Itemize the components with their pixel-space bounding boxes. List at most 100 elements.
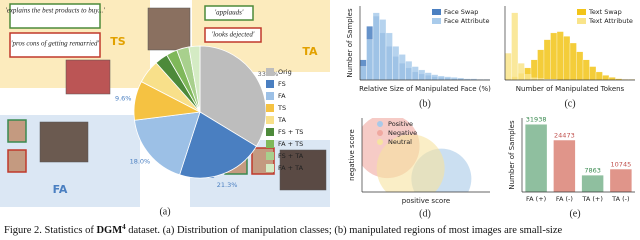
- caption: Figure 2. Statistics of DGM4 dataset. (a…: [4, 223, 562, 237]
- bar: [581, 175, 604, 192]
- caption-rest: dataset. (a) Distribution of manipulatio…: [126, 225, 563, 236]
- bar: [553, 140, 576, 192]
- photo: [39, 121, 89, 163]
- histogram-bar: [359, 66, 367, 81]
- histogram-bar: [563, 36, 571, 81]
- panel-label: (b): [419, 98, 431, 109]
- legend-swatch: [577, 18, 586, 24]
- legend-label: Text Swap: [588, 8, 622, 16]
- y-axis-label: Number of Samples: [346, 8, 354, 78]
- pie-slice: [179, 111, 257, 179]
- legend-label: Orig: [278, 68, 292, 76]
- value-label: 31938: [526, 115, 547, 123]
- region-label: TA: [302, 45, 318, 58]
- histogram-bar: [517, 63, 525, 81]
- panel-label: (c): [564, 98, 575, 109]
- slice-label: 21.3%: [217, 181, 238, 189]
- x-tick-label: TA (+): [581, 195, 603, 203]
- legend-swatch: [432, 9, 441, 15]
- quote-box: [9, 32, 101, 58]
- legend-label: TS: [277, 104, 286, 112]
- x-axis-label: Number of Manipulated Tokens: [516, 85, 625, 93]
- legend-label: Neutral: [388, 138, 412, 146]
- histogram-bar: [437, 75, 445, 81]
- quote: 'pros cons of getting remarried': [11, 40, 100, 48]
- histogram-bar: [524, 74, 532, 81]
- quote: 'explains the best products to buy...': [5, 7, 105, 15]
- value-label: 24473: [554, 131, 575, 139]
- photo: [279, 149, 327, 191]
- dataset-sup: 4: [122, 223, 126, 231]
- y-axis-label: negative score: [348, 129, 356, 181]
- legend-swatch: [266, 128, 274, 136]
- histogram-bar: [444, 76, 452, 81]
- legend-swatch: [377, 139, 383, 145]
- panel-label: (a): [159, 206, 170, 217]
- legend-label: TA: [277, 116, 286, 124]
- pie-slice: [199, 45, 267, 147]
- region-label: FA: [53, 183, 68, 196]
- photo: [65, 59, 111, 95]
- x-axis-label: positive score: [402, 197, 451, 205]
- histogram-bar: [576, 51, 584, 81]
- histogram-bar: [385, 32, 393, 81]
- histogram-bar: [537, 49, 545, 81]
- legend-label: Text Attribute: [588, 17, 633, 25]
- bar: [525, 124, 547, 192]
- legend-label: Negative: [388, 129, 417, 137]
- legend-label: FA + TS: [278, 140, 303, 148]
- pie-slice: [134, 111, 201, 176]
- legend-label: FS + TS: [278, 128, 303, 136]
- caption-prefix: Figure 2. Statistics of: [4, 225, 96, 236]
- legend-swatch: [266, 92, 274, 100]
- legend-swatch: [377, 121, 383, 127]
- legend-swatch: [377, 130, 383, 136]
- legend-swatch: [266, 104, 274, 112]
- legend-label: FS + TA: [278, 152, 304, 160]
- histogram-bar: [543, 39, 551, 81]
- quote-box: [9, 3, 101, 29]
- legend-swatch: [432, 18, 441, 24]
- legend-label: FS: [278, 80, 286, 88]
- histogram-bar: [550, 32, 558, 81]
- histogram-bar: [418, 69, 426, 81]
- histogram-bar: [582, 59, 590, 81]
- x-tick-label: FA (-): [556, 195, 573, 203]
- histogram-bar: [595, 71, 603, 81]
- histogram-bar: [511, 12, 519, 81]
- quote-box: [204, 5, 254, 21]
- histogram-bar: [366, 39, 374, 81]
- legend-swatch: [266, 68, 274, 76]
- dataset-name: DGM: [96, 225, 122, 236]
- histogram-bar: [411, 66, 419, 81]
- slice-label: 18.0%: [130, 158, 151, 166]
- region-label: TS: [110, 35, 126, 48]
- legend-swatch: [266, 80, 274, 88]
- x-tick-label: FA (+): [526, 195, 546, 203]
- legend-swatch: [577, 9, 586, 15]
- x-axis-label: Relative Size of Manipulated Face (%): [359, 85, 491, 93]
- bar: [610, 169, 632, 192]
- value-label: 7863: [584, 166, 601, 174]
- histogram-bar: [589, 66, 597, 81]
- panel-label: (d): [419, 208, 431, 219]
- histogram-bar: [405, 61, 413, 81]
- legend-label: Face Attribute: [444, 17, 489, 25]
- photo: [7, 149, 27, 173]
- legend-swatch: [266, 152, 274, 160]
- legend-swatch: [266, 116, 274, 124]
- histogram-bar: [431, 74, 439, 81]
- histogram-bar: [530, 59, 538, 81]
- photo: [7, 119, 27, 143]
- legend-label: FA: [278, 92, 286, 100]
- histogram-bar: [450, 77, 458, 81]
- legend-swatch: [266, 164, 274, 172]
- quote: 'applauds': [215, 9, 244, 17]
- histogram-bar: [398, 54, 406, 81]
- x-tick-label: TA (-): [611, 195, 629, 203]
- quote: 'looks dejected': [212, 31, 255, 39]
- panel-label: (e): [569, 208, 580, 219]
- histogram-bar: [379, 19, 387, 81]
- histogram-bar: [392, 46, 400, 81]
